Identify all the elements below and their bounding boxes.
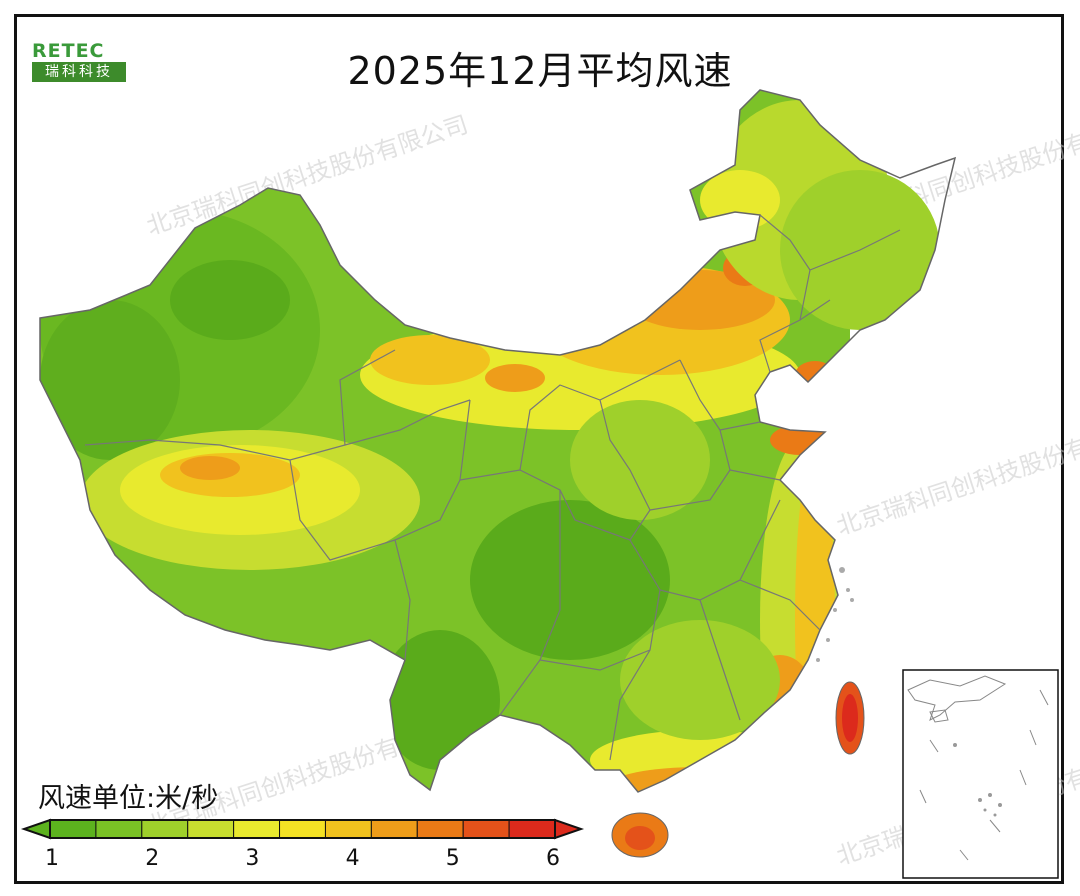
legend-color-step (233, 819, 281, 839)
legend-color-step (462, 819, 510, 839)
page-title: 2025年12月平均风速 (347, 49, 733, 93)
legend-tick-label: 1 (45, 846, 59, 871)
legend-color-step (187, 819, 235, 839)
inset-islands (953, 743, 1002, 817)
province-boundaries (84, 214, 901, 761)
taiwan-core (842, 694, 858, 742)
legend-tick-label: 5 (446, 846, 460, 871)
legend-tick-label: 3 (245, 846, 259, 871)
legend-tick-label: 4 (346, 846, 360, 871)
inset-outline (907, 675, 1049, 861)
watermark-text: 北京瑞科同创科技股份有限公司 (833, 410, 1080, 540)
legend-colorbar: 1 2 3 4 5 6 (20, 818, 585, 871)
company-logo: RETEC 瑞科科技 (30, 40, 128, 84)
legend-color-step (370, 819, 418, 839)
legend-arrow-low (20, 818, 51, 840)
logo-text-en: RETEC (32, 40, 105, 62)
legend-color-step (508, 819, 556, 839)
coastal-islands (816, 567, 854, 662)
legend-unit-label: 风速单位:米/秒 (38, 783, 219, 814)
logo-text-cn: 瑞科科技 (32, 62, 126, 82)
legend-tick-label: 6 (546, 846, 560, 871)
legend-border (49, 819, 556, 839)
legend-color-step (95, 819, 143, 839)
legend-arrow-high (554, 818, 585, 840)
south-china-sea-inset (902, 669, 1059, 879)
hainan-core (625, 826, 655, 850)
legend-color-step (49, 819, 97, 839)
legend-color-step (324, 819, 372, 839)
legend-color-step (141, 819, 189, 839)
legend-tick-label: 2 (145, 846, 159, 871)
legend-color-step (279, 819, 326, 839)
legend-color-step (416, 819, 464, 839)
